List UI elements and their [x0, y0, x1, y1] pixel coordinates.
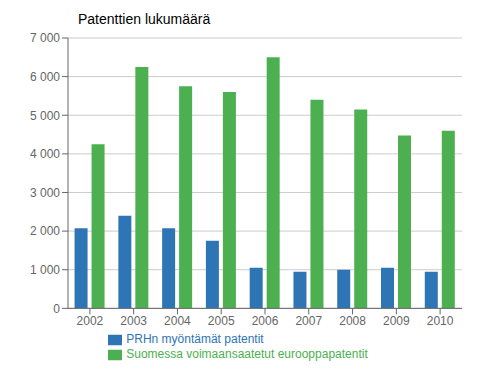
svg-text:5 000: 5 000: [30, 109, 60, 123]
svg-text:2003: 2003: [120, 314, 147, 328]
svg-text:2004: 2004: [164, 314, 191, 328]
svg-text:6 000: 6 000: [30, 70, 60, 84]
svg-text:2006: 2006: [252, 314, 279, 328]
svg-text:2008: 2008: [339, 314, 366, 328]
svg-text:1 000: 1 000: [30, 263, 60, 277]
svg-text:2002: 2002: [77, 314, 104, 328]
html-text:Suomessa voimaansaatetut euroo: Suomessa voimaansaatetut eurooppapatenti…: [126, 347, 368, 362]
svg-text:4 000: 4 000: [30, 147, 60, 161]
svg-text:3 000: 3 000: [30, 186, 60, 200]
svg-text:2010: 2010: [427, 314, 454, 328]
html-text:Patenttien lukumäärä: Patenttien lukumäärä: [78, 11, 211, 27]
svg-text:2005: 2005: [208, 314, 235, 328]
svg-text:7 000: 7 000: [30, 31, 60, 45]
svg-text:2 000: 2 000: [30, 224, 60, 238]
html-text:PRHn myöntämät patentit: PRHn myöntämät patentit: [126, 332, 264, 347]
svg-text:0: 0: [53, 302, 60, 316]
svg-text:2007: 2007: [295, 314, 322, 328]
svg-text:2009: 2009: [383, 314, 410, 328]
